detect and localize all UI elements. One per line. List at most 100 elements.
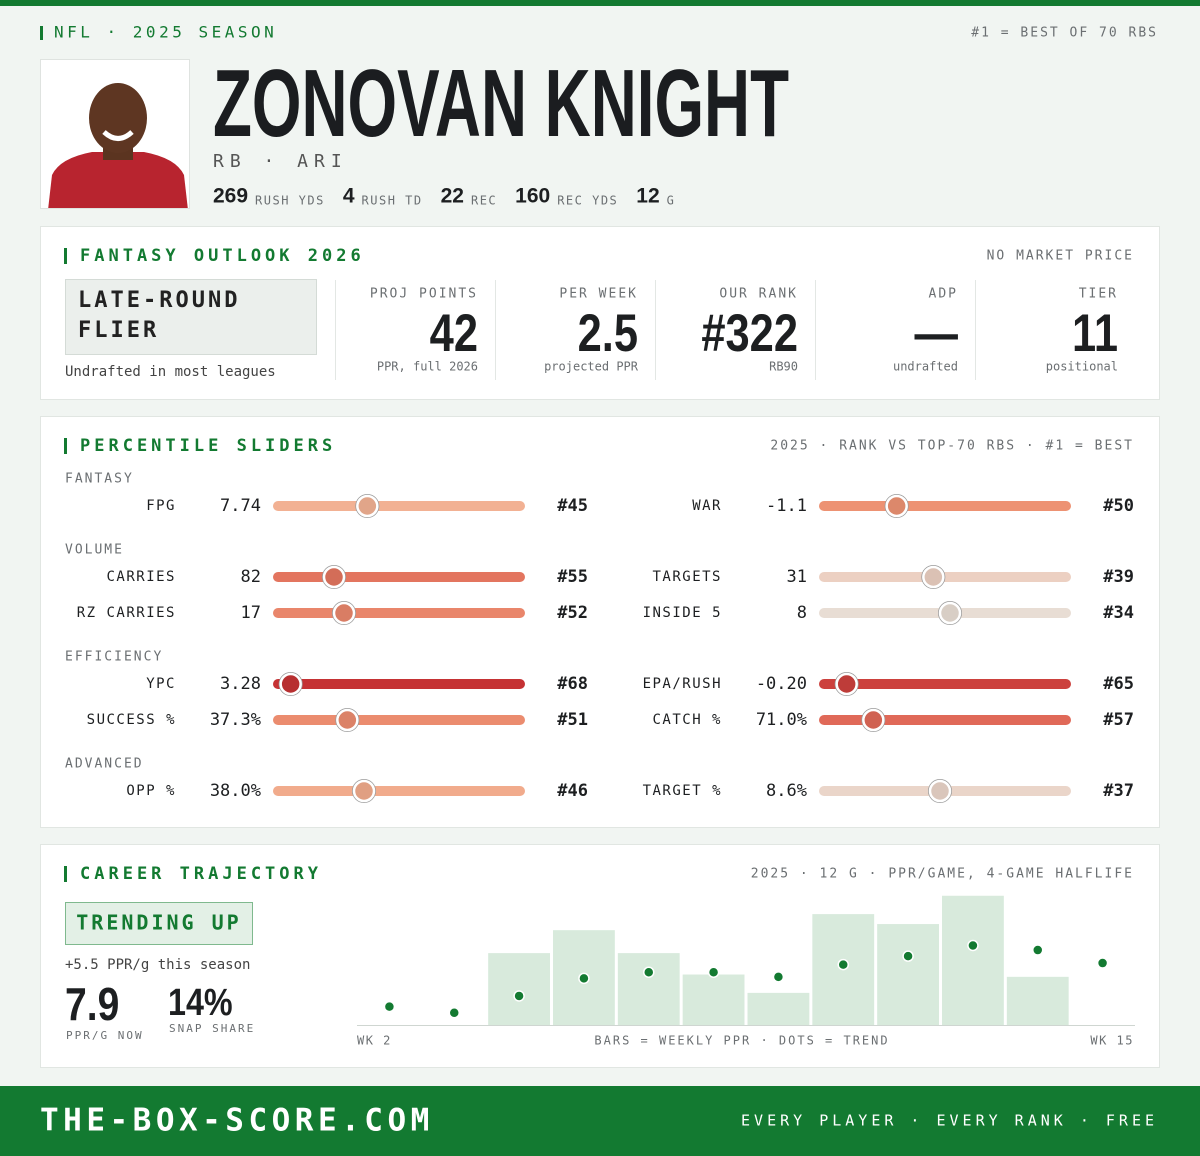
trend-dot (772, 971, 785, 983)
slider-knob (356, 494, 379, 518)
slider-stat: 71.0% (756, 710, 807, 730)
player-position: RB · ARI (213, 151, 348, 172)
stat-value: 269 (213, 185, 248, 208)
group-label: FANTASY (65, 472, 134, 487)
slider-label: RZ CARRIES (77, 605, 176, 621)
trend-delta: +5.5 PPR/g this season (65, 957, 250, 973)
slider-label: CARRIES (106, 569, 176, 585)
stat-value: 160 (515, 185, 550, 208)
badge-note: Undrafted in most leagues (65, 364, 276, 380)
slider-stat: -0.20 (756, 674, 807, 694)
stat-value: 4 (343, 185, 355, 208)
footer-site: THE-BOX-SCORE.COM (40, 1103, 434, 1139)
metric-sub: undrafted (893, 360, 958, 374)
slider-track (273, 679, 525, 689)
trend-dot (1032, 944, 1044, 956)
accent (64, 248, 67, 264)
stat-label: RUSH TD (362, 194, 423, 208)
metric-sub: positional (1046, 360, 1118, 374)
slider-stat: 8 (797, 603, 807, 623)
metric-value: — (915, 304, 959, 363)
slider-rank: #45 (557, 496, 588, 516)
accent (64, 438, 67, 454)
footer (0, 1086, 1200, 1156)
slider-knob (279, 672, 302, 696)
slider-track (819, 679, 1071, 689)
badge-box: LATE-ROUND FLIER (78, 288, 241, 343)
section-title: CAREER TRAJECTORY (80, 864, 322, 884)
slider-label: CATCH % (652, 712, 722, 728)
slider-track (273, 608, 525, 618)
trend-dot (707, 966, 720, 978)
section-title: PERCENTILE SLIDERS (80, 436, 336, 456)
trend-badge-text: TRENDING UP (76, 911, 241, 935)
player-name: ZONOVAN KNIGHT (213, 50, 789, 157)
metric-value: #322 (701, 304, 798, 363)
slider-knob (336, 708, 359, 732)
trend-dot (837, 958, 849, 971)
slider-rank: #57 (1103, 710, 1134, 730)
slider-label: SUCCESS % (87, 712, 176, 728)
slider-stat: 17 (241, 603, 261, 623)
section-title: FANTASY OUTLOOK 2026 (80, 246, 365, 266)
badge-text: LATE-ROUND FLIER (78, 288, 241, 343)
header-note: #1 = BEST OF 70 RBS (971, 26, 1158, 41)
stat-label: RUSH YDS (255, 194, 325, 208)
metric-label: TIER (1079, 287, 1118, 302)
career-stat-label: SNAP SHARE (169, 1022, 255, 1035)
trend-dot (643, 966, 655, 978)
slider-label: FPG (146, 498, 176, 514)
accent (40, 26, 43, 40)
slider-knob (332, 601, 356, 625)
slider-track (273, 572, 525, 582)
career-stat-value: 7.9 (65, 979, 119, 1031)
group-label: EFFICIENCY (65, 650, 163, 665)
slider-stat: 37.3% (210, 710, 261, 730)
metric-sub: PPR, full 2026 (377, 360, 478, 374)
trend-dot (578, 972, 590, 985)
career-stat-label: PPR/G NOW (66, 1029, 144, 1042)
trend-dot (902, 950, 914, 962)
slider-stat: 7.74 (220, 496, 261, 516)
slider-rank: #37 (1103, 781, 1134, 801)
footer-tagline: EVERY PLAYER · EVERY RANK · FREE (741, 1112, 1158, 1130)
slider-stat: 38.0% (210, 781, 261, 801)
smile (102, 130, 134, 141)
metric-value: 42 (430, 304, 478, 363)
career-stat-value: 14% (168, 982, 233, 1024)
metric-sub: RB90 (769, 360, 798, 374)
league: NFL · 2025 SEASON (54, 23, 277, 42)
group-label: VOLUME (65, 543, 124, 558)
metric-value: 2.5 (578, 304, 638, 363)
slider-label: TARGETS (652, 569, 722, 585)
metric-sub: projected PPR (544, 360, 639, 374)
slider-track (273, 715, 525, 725)
stat-value: 22 (441, 185, 464, 208)
slider-knob (938, 601, 962, 625)
slider-label: OPP % (126, 783, 176, 799)
metric-label: ADP (929, 287, 958, 302)
player-stats: 269 RUSH YDS 4 RUSH TD 22 REC 160 REC YDS 12 G (213, 185, 674, 208)
metric-label: PROJ POINTS (370, 287, 478, 302)
group-label: ADVANCED (65, 757, 144, 772)
slider-rank: #46 (557, 781, 588, 801)
slider-rank: #51 (557, 710, 588, 730)
shirt (48, 152, 188, 208)
slider-knob (928, 779, 952, 803)
badge (65, 279, 317, 355)
slider-knob (922, 565, 945, 589)
slider-stat: 82 (241, 567, 261, 587)
slider-rank: #39 (1103, 567, 1134, 587)
slider-knob (885, 494, 908, 518)
slider-rank: #34 (1103, 603, 1134, 623)
slider-rank: #50 (1103, 496, 1134, 516)
chart-caption: BARS = WEEKLY PPR · DOTS = TREND (594, 1034, 889, 1048)
slider-rank: #65 (1103, 674, 1134, 694)
slider-rank: #52 (557, 603, 588, 623)
slider-knob (862, 708, 885, 732)
trend-badge (65, 902, 253, 945)
bar (1006, 976, 1069, 1025)
slider-stat: 3.28 (220, 674, 261, 694)
